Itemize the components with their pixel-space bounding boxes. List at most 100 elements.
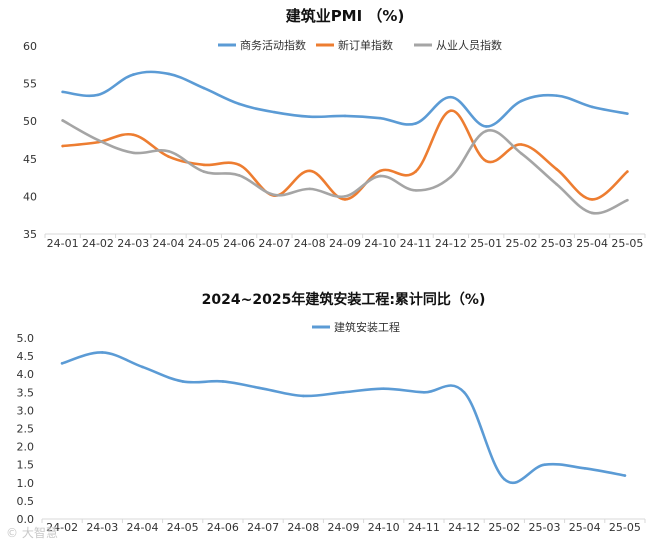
- data-point: [167, 72, 170, 76]
- data-point: [520, 143, 523, 146]
- x-tick-label: 24-09: [329, 237, 361, 250]
- legend-label: 从业人员指数: [436, 38, 502, 52]
- data-point: [96, 138, 100, 142]
- data-point: [623, 474, 627, 477]
- y-tick-label: 2.5: [17, 423, 35, 436]
- data-point: [343, 195, 347, 198]
- data-point: [342, 391, 345, 394]
- x-tick-label: 25-01: [470, 237, 502, 250]
- x-tick-label: 24-03: [117, 237, 149, 250]
- watermark: © 大智慧: [6, 526, 58, 540]
- data-point: [484, 129, 488, 133]
- data-point: [626, 112, 629, 115]
- y-tick-label: 1.0: [17, 477, 35, 490]
- y-tick-label: 2.0: [17, 441, 35, 454]
- x-tick-label: 24-07: [258, 237, 290, 250]
- data-point: [131, 151, 135, 155]
- x-tick-label: 25-05: [609, 521, 641, 534]
- data-point: [484, 125, 488, 128]
- y-tick-label: 40: [23, 190, 37, 203]
- chart-title: 2024~2025年建筑安装工程:累计同比（%): [202, 291, 486, 308]
- x-tick-label: 24-10: [368, 521, 400, 534]
- y-tick-label: 4.5: [17, 350, 35, 363]
- data-point: [378, 169, 382, 173]
- series-line: [61, 109, 629, 201]
- data-point: [543, 463, 546, 467]
- data-point: [414, 189, 417, 192]
- x-tick-label: 25-02: [488, 521, 520, 534]
- data-point: [61, 90, 64, 94]
- data-point: [308, 115, 312, 118]
- x-tick-label: 24-08: [287, 521, 319, 534]
- data-point: [237, 102, 241, 106]
- legend-label: 建筑安装工程: [334, 320, 400, 334]
- data-point: [273, 110, 276, 114]
- x-tick-label: 24-11: [400, 237, 432, 250]
- y-tick-label: 3.5: [17, 386, 35, 399]
- data-point: [131, 73, 135, 76]
- data-point: [555, 94, 559, 97]
- data-point: [202, 163, 206, 167]
- data-point: [378, 116, 382, 120]
- x-tick-label: 25-03: [529, 521, 561, 534]
- x-tick-label: 24-08: [294, 237, 326, 250]
- data-point: [343, 114, 347, 118]
- x-tick-label: 24-11: [408, 521, 440, 534]
- data-point: [590, 211, 594, 215]
- data-point: [61, 144, 64, 148]
- x-tick-label: 24-03: [86, 521, 118, 534]
- x-tick-label: 24-07: [247, 521, 279, 534]
- data-point: [378, 174, 382, 178]
- data-point: [520, 152, 523, 155]
- x-tick-label: 25-05: [611, 237, 643, 250]
- data-point: [555, 168, 559, 171]
- data-point: [237, 174, 241, 177]
- y-tick-label: 0.0: [17, 513, 35, 526]
- data-point: [261, 387, 265, 390]
- x-tick-label: 24-06: [223, 237, 255, 250]
- data-point: [221, 380, 225, 383]
- data-point: [308, 187, 312, 191]
- data-point: [60, 362, 64, 365]
- y-tick-label: 5.0: [17, 332, 35, 345]
- data-point: [520, 99, 523, 103]
- x-tick-label: 24-04: [153, 237, 185, 250]
- data-point: [626, 170, 629, 173]
- data-point: [590, 105, 594, 109]
- data-point: [302, 394, 305, 398]
- data-point: [626, 198, 629, 202]
- data-point: [141, 365, 144, 369]
- x-tick-label: 24-09: [328, 521, 360, 534]
- data-point: [202, 86, 206, 90]
- x-tick-label: 24-02: [82, 237, 114, 250]
- data-point: [583, 467, 586, 470]
- data-point: [131, 133, 135, 137]
- data-point: [484, 159, 488, 163]
- x-tick-label: 24-10: [364, 237, 396, 250]
- y-tick-label: 35: [23, 228, 37, 241]
- data-point: [462, 391, 466, 394]
- data-point: [237, 163, 241, 167]
- series-line: [61, 70, 629, 128]
- x-tick-label: 25-04: [569, 521, 601, 534]
- data-point: [590, 198, 594, 201]
- y-tick-label: 3.0: [17, 404, 35, 417]
- data-point: [96, 93, 100, 97]
- y-tick-label: 55: [23, 78, 37, 91]
- x-tick-label: 24-05: [167, 521, 199, 534]
- y-tick-label: 0.5: [17, 495, 35, 508]
- legend-label: 新订单指数: [338, 38, 393, 52]
- data-point: [449, 109, 453, 112]
- data-point: [414, 122, 417, 125]
- data-point: [61, 119, 64, 122]
- data-point: [101, 351, 104, 354]
- x-tick-label: 24-05: [188, 237, 220, 250]
- x-tick-label: 25-02: [505, 237, 537, 250]
- data-point: [449, 95, 453, 99]
- x-tick-label: 24-02: [46, 521, 78, 534]
- data-point: [382, 387, 386, 390]
- data-point: [414, 170, 417, 173]
- data-point: [167, 155, 170, 158]
- y-tick-label: 60: [23, 40, 37, 53]
- x-tick-label: 24-01: [47, 237, 79, 250]
